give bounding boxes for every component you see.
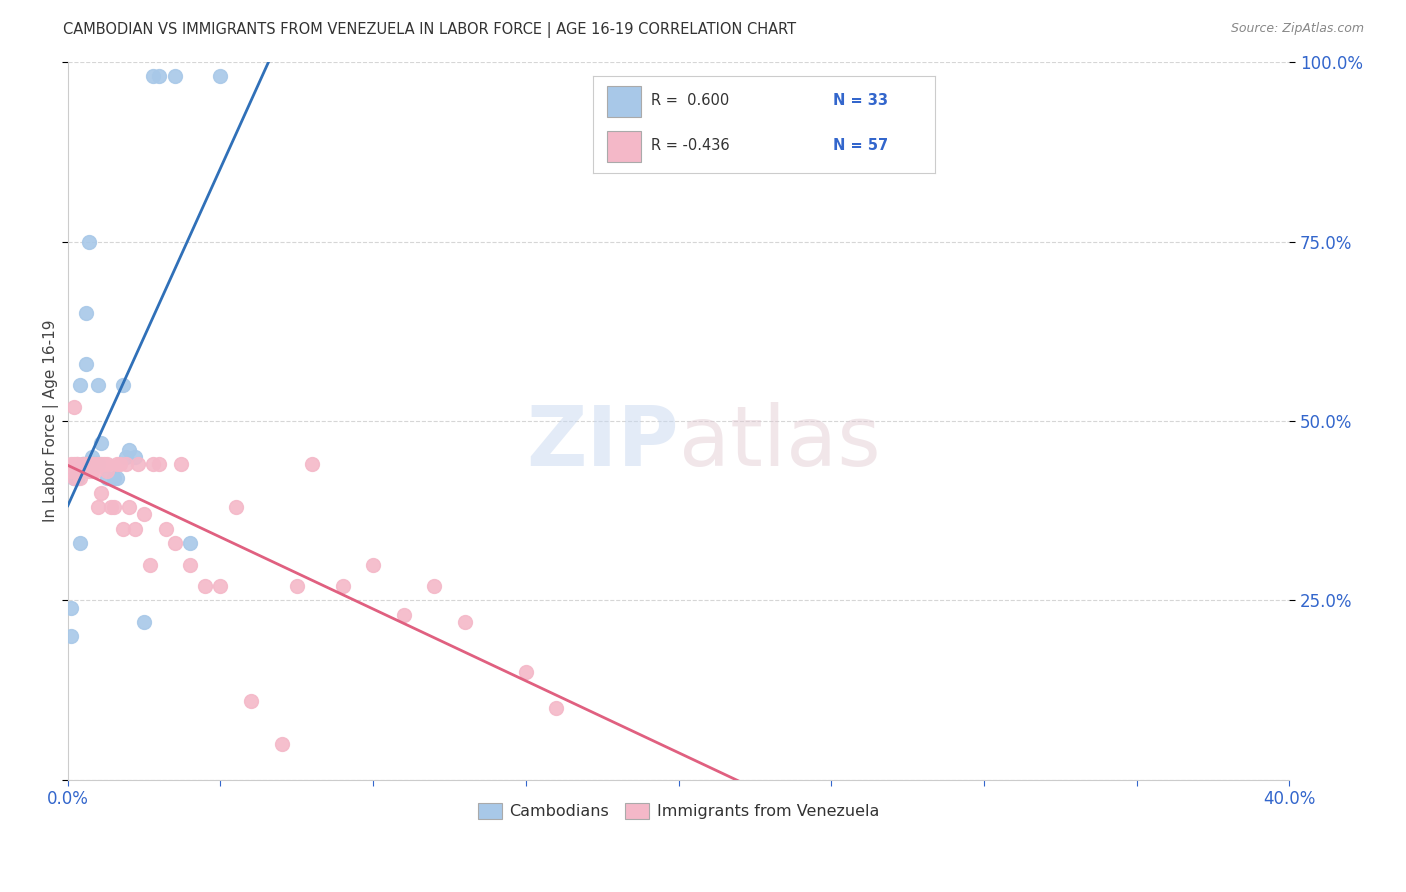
Point bbox=[100, 500, 122, 515]
Point bbox=[72, 457, 94, 471]
Point bbox=[148, 70, 170, 84]
Point bbox=[454, 615, 477, 629]
Point bbox=[72, 457, 94, 471]
Point bbox=[59, 464, 82, 478]
Text: ZIP: ZIP bbox=[526, 402, 679, 483]
Point bbox=[77, 457, 100, 471]
Point bbox=[118, 442, 141, 457]
Point bbox=[332, 579, 354, 593]
Point bbox=[87, 378, 110, 392]
Point bbox=[105, 457, 128, 471]
Point bbox=[93, 457, 115, 471]
Point bbox=[63, 471, 86, 485]
Point bbox=[124, 522, 146, 536]
Point bbox=[515, 665, 537, 680]
Point bbox=[111, 378, 134, 392]
Point bbox=[84, 457, 107, 471]
Point bbox=[63, 471, 86, 485]
Point bbox=[90, 485, 112, 500]
Point bbox=[87, 457, 110, 471]
Point bbox=[179, 558, 201, 572]
Point bbox=[66, 471, 89, 485]
Point bbox=[77, 464, 100, 478]
Point bbox=[392, 607, 415, 622]
Point bbox=[209, 70, 232, 84]
Point bbox=[134, 615, 156, 629]
Point bbox=[75, 457, 97, 471]
Point bbox=[142, 70, 165, 84]
Point bbox=[105, 471, 128, 485]
Point bbox=[82, 464, 104, 478]
Point bbox=[546, 701, 568, 715]
Point bbox=[90, 435, 112, 450]
Point bbox=[127, 457, 149, 471]
Point bbox=[66, 457, 89, 471]
Point bbox=[72, 464, 94, 478]
Point bbox=[90, 457, 112, 471]
Point bbox=[63, 400, 86, 414]
Point bbox=[170, 457, 193, 471]
Point bbox=[59, 629, 82, 643]
Point bbox=[179, 536, 201, 550]
Point bbox=[194, 579, 217, 593]
Point bbox=[96, 471, 118, 485]
Point bbox=[66, 471, 89, 485]
Point bbox=[163, 536, 186, 550]
Point bbox=[77, 235, 100, 249]
Point bbox=[118, 500, 141, 515]
Text: atlas: atlas bbox=[679, 402, 880, 483]
Point bbox=[111, 522, 134, 536]
Text: CAMBODIAN VS IMMIGRANTS FROM VENEZUELA IN LABOR FORCE | AGE 16-19 CORRELATION CH: CAMBODIAN VS IMMIGRANTS FROM VENEZUELA I… bbox=[63, 22, 796, 38]
Point bbox=[114, 450, 136, 464]
Point bbox=[240, 694, 263, 708]
Point bbox=[124, 450, 146, 464]
Point bbox=[84, 464, 107, 478]
Point bbox=[82, 457, 104, 471]
Point bbox=[163, 70, 186, 84]
Point bbox=[75, 306, 97, 320]
Point bbox=[142, 457, 165, 471]
Point bbox=[63, 457, 86, 471]
Point bbox=[84, 457, 107, 471]
Point bbox=[148, 457, 170, 471]
Point bbox=[285, 579, 308, 593]
Point bbox=[103, 471, 125, 485]
Point bbox=[155, 522, 177, 536]
Point bbox=[75, 457, 97, 471]
Point bbox=[82, 450, 104, 464]
Point bbox=[139, 558, 162, 572]
Point bbox=[209, 579, 232, 593]
Point bbox=[69, 536, 91, 550]
Point bbox=[270, 737, 292, 751]
Point bbox=[134, 508, 156, 522]
Point bbox=[59, 457, 82, 471]
Point bbox=[66, 471, 89, 485]
Point bbox=[72, 457, 94, 471]
Point bbox=[66, 457, 89, 471]
Point bbox=[423, 579, 446, 593]
Point bbox=[69, 471, 91, 485]
Y-axis label: In Labor Force | Age 16-19: In Labor Force | Age 16-19 bbox=[44, 320, 59, 523]
Legend: Cambodians, Immigrants from Venezuela: Cambodians, Immigrants from Venezuela bbox=[471, 797, 886, 826]
Point bbox=[69, 378, 91, 392]
Point bbox=[59, 600, 82, 615]
Point bbox=[361, 558, 384, 572]
Point bbox=[301, 457, 323, 471]
Point bbox=[108, 457, 131, 471]
Point bbox=[69, 464, 91, 478]
Point bbox=[66, 471, 89, 485]
Point bbox=[75, 357, 97, 371]
Point bbox=[87, 500, 110, 515]
Point bbox=[96, 464, 118, 478]
Point bbox=[114, 457, 136, 471]
Point bbox=[87, 457, 110, 471]
Point bbox=[63, 471, 86, 485]
Point bbox=[103, 500, 125, 515]
Point bbox=[225, 500, 247, 515]
Point bbox=[96, 457, 118, 471]
Text: Source: ZipAtlas.com: Source: ZipAtlas.com bbox=[1230, 22, 1364, 36]
